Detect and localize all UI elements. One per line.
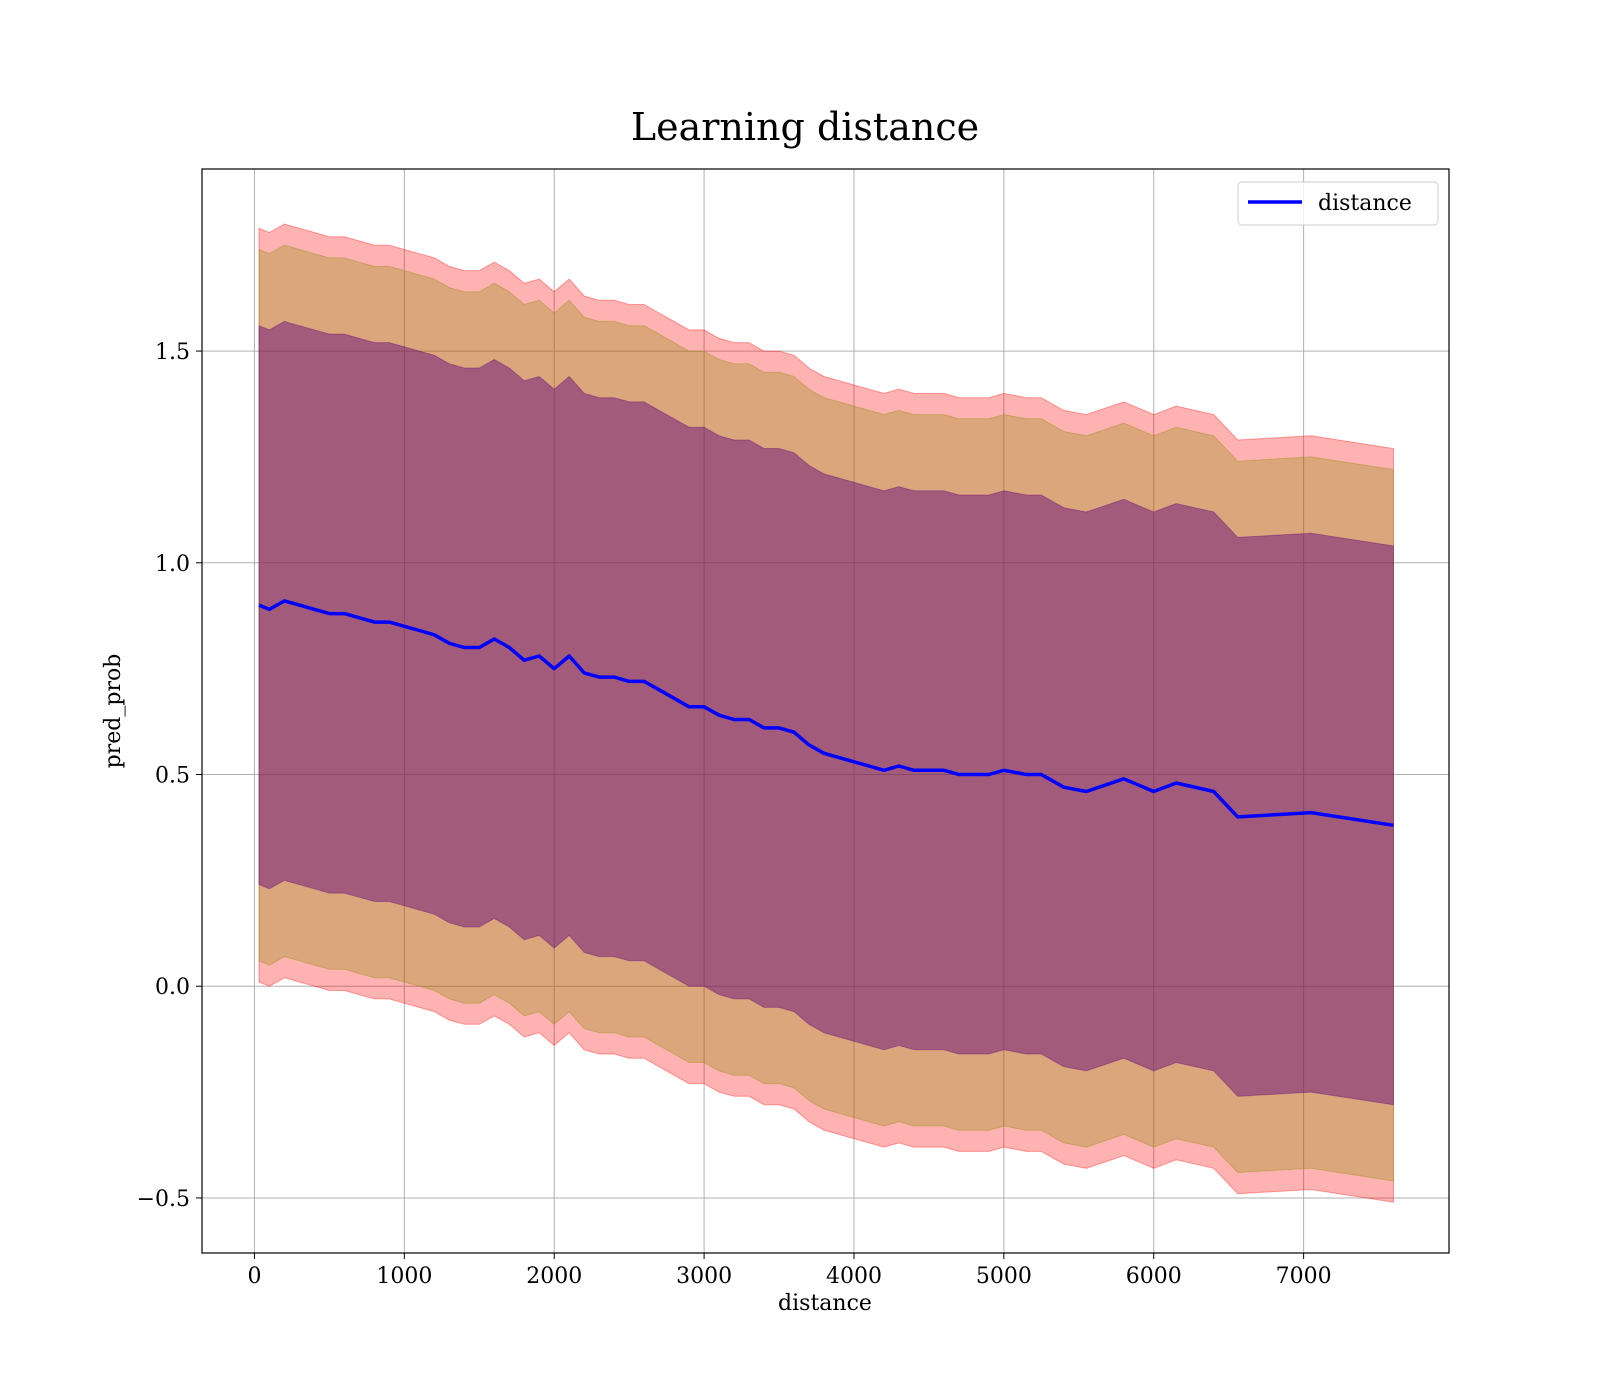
x-tick-label-3: 3000 <box>676 1264 732 1289</box>
grid <box>202 169 1449 1253</box>
chart-title: Learning distance <box>631 105 979 149</box>
y-axis-label: pred_prob <box>101 654 126 769</box>
x-tick-label-4: 4000 <box>826 1264 882 1289</box>
band-1sd <box>258 320 1394 1106</box>
x-axis-label: distance <box>778 1291 872 1316</box>
y-axis-ticks: −0.5 0.0 0.5 1.0 1.5 <box>137 340 202 1212</box>
x-tick-label-1: 1000 <box>376 1264 432 1289</box>
y-tick-label-3: 1.0 <box>155 552 190 577</box>
x-tick-label-6: 6000 <box>1126 1264 1182 1289</box>
y-tick-label-4: 1.5 <box>155 340 190 365</box>
series-lines <box>258 599 1394 828</box>
series-line-distance <box>258 599 1394 828</box>
band-2sd <box>258 244 1394 1182</box>
x-tick-label-5: 5000 <box>976 1264 1032 1289</box>
legend-box <box>1237 181 1439 226</box>
confidence-bands <box>258 223 1394 1203</box>
x-tick-label-2: 2000 <box>526 1264 582 1289</box>
x-tick-label-7: 7000 <box>1276 1264 1332 1289</box>
y-tick-label-1: 0.0 <box>155 975 190 1000</box>
band-3sd <box>258 223 1394 1203</box>
legend: distance <box>1237 181 1439 226</box>
y-tick-label-2: 0.5 <box>155 764 190 789</box>
y-tick-label-0: −0.5 <box>137 1187 190 1212</box>
x-axis-ticks: 0 1000 2000 3000 4000 5000 6000 7000 <box>247 1253 1332 1289</box>
plot-frame <box>201 168 1450 1254</box>
legend-label-distance: distance <box>1318 191 1412 216</box>
x-tick-label-0: 0 <box>247 1264 261 1289</box>
